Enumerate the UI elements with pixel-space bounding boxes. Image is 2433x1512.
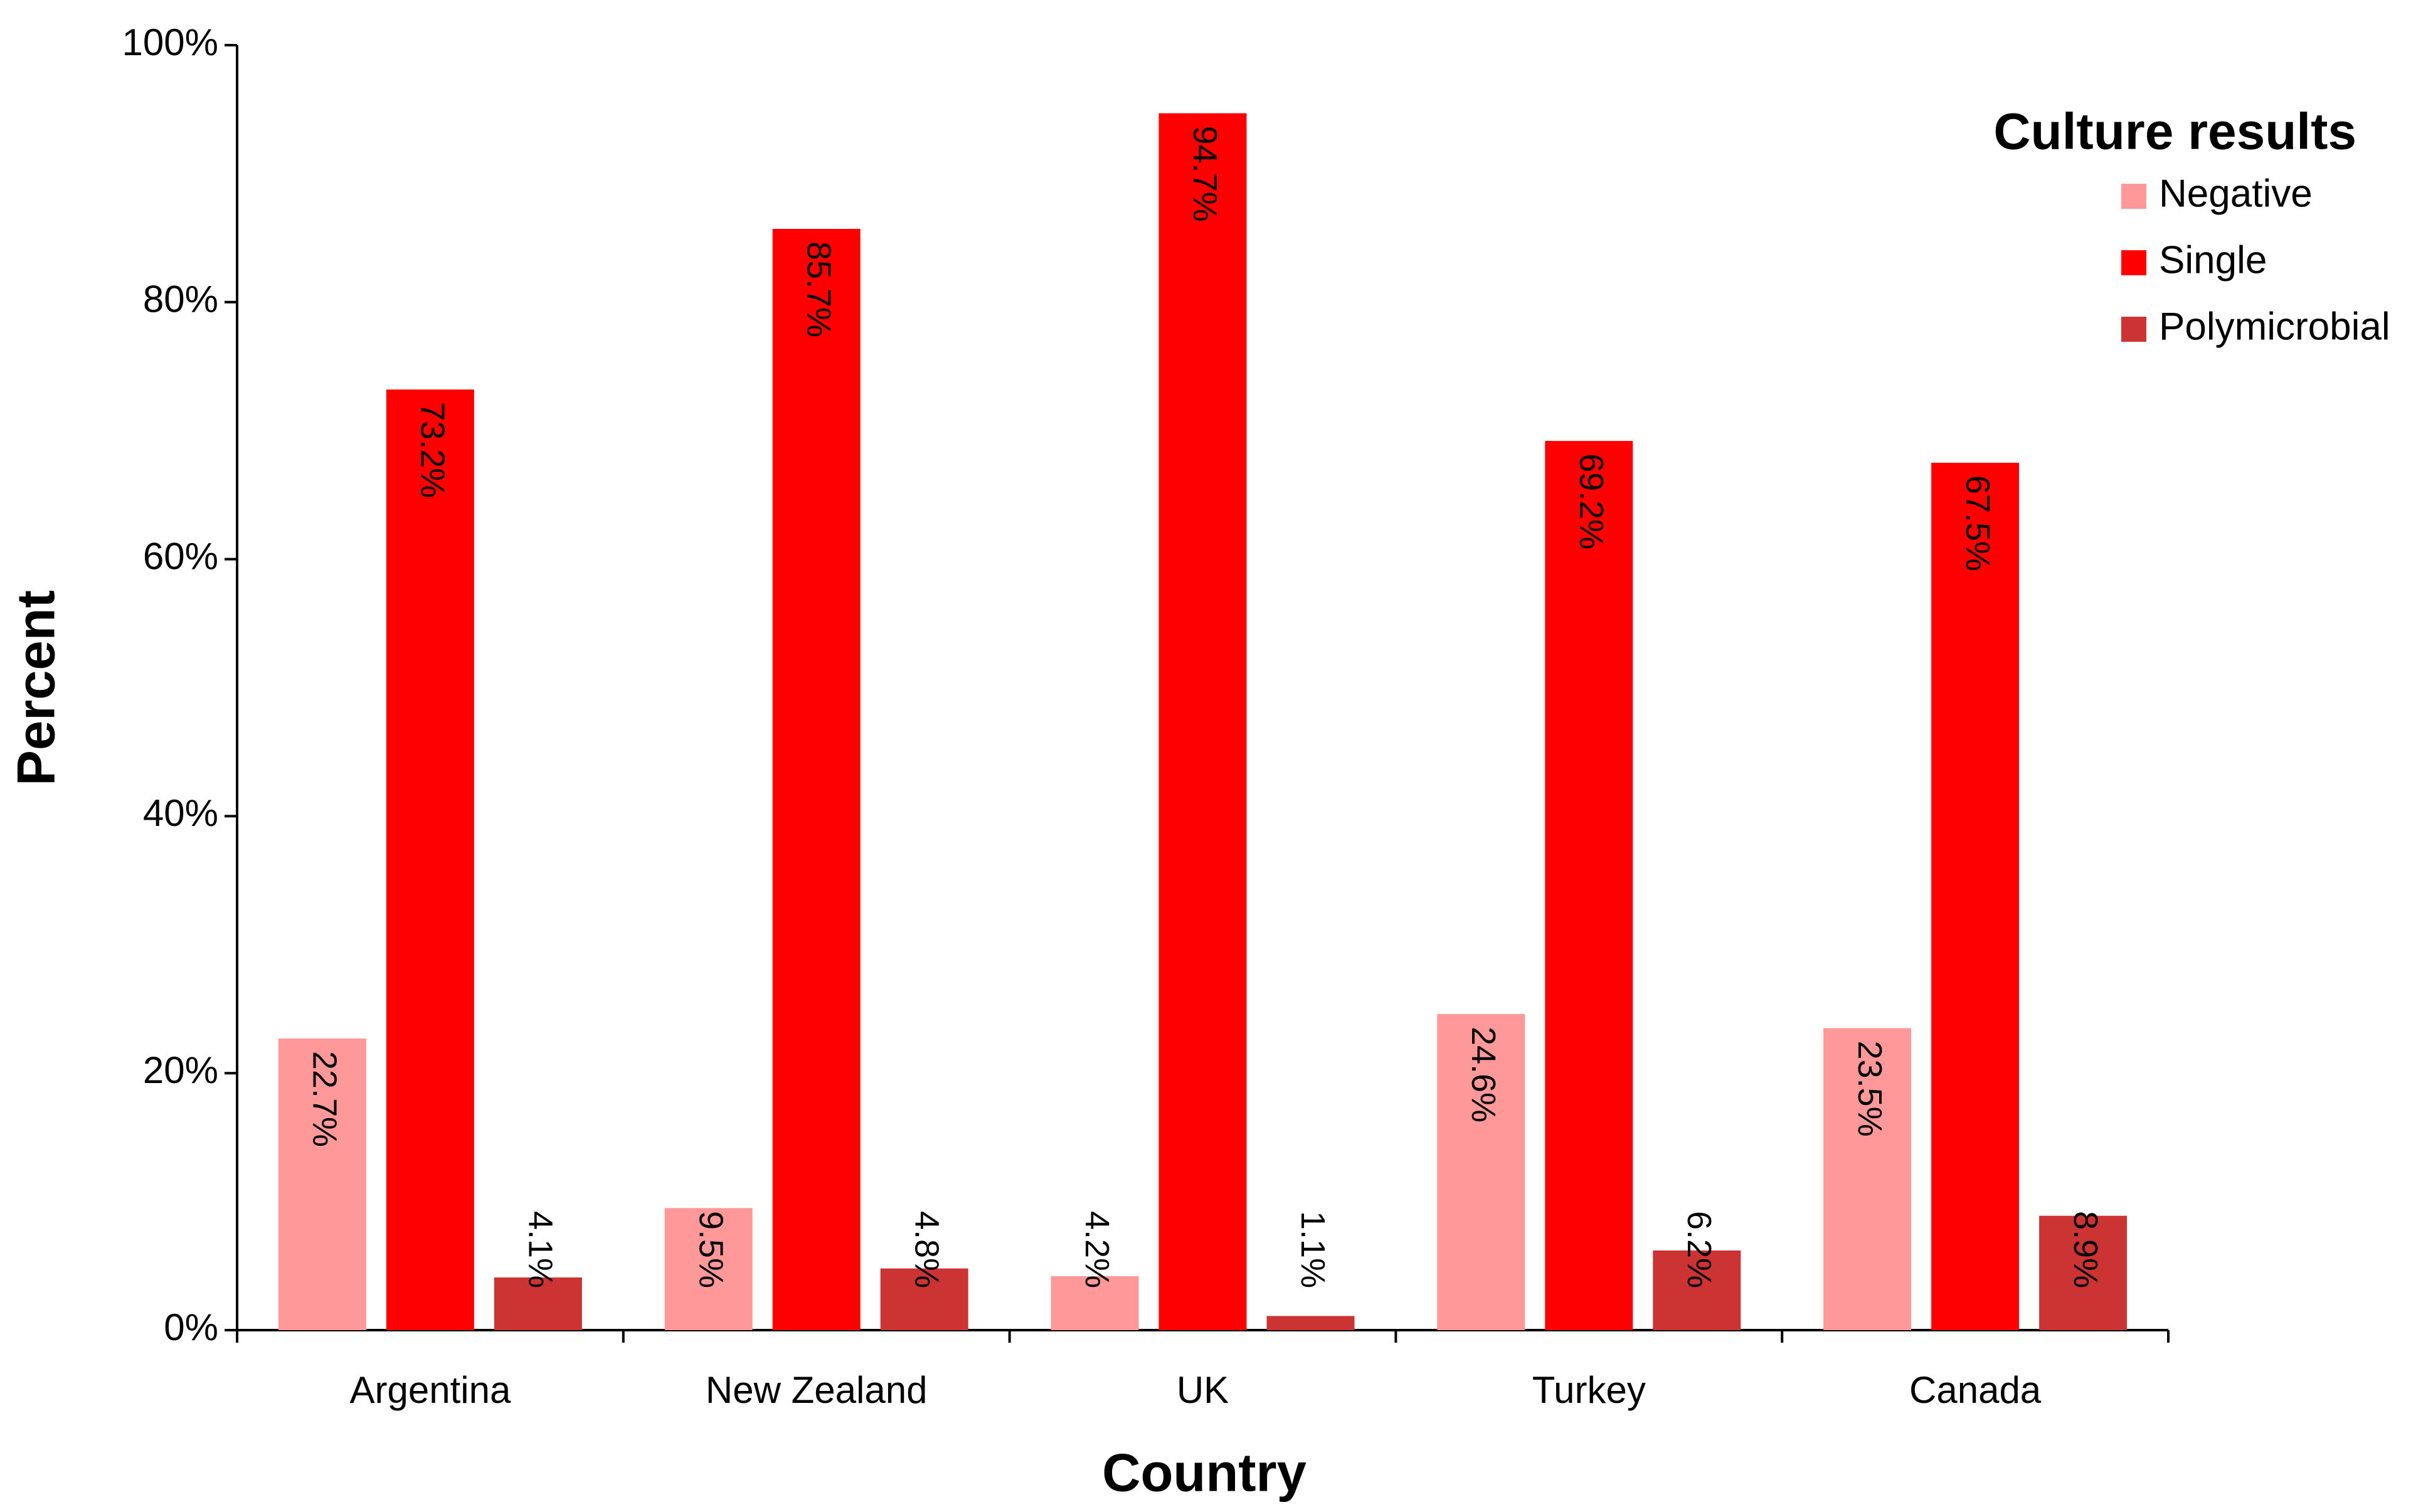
x-axis-title: Country — [1102, 1443, 1307, 1503]
bar — [494, 1277, 582, 1330]
x-tick-label: Argentina — [349, 1369, 511, 1411]
value-label: 6.2% — [1680, 1211, 1718, 1288]
legend-text: Polymicrobial — [2159, 305, 2390, 348]
bar — [1158, 113, 1247, 1330]
bar — [1545, 441, 1633, 1330]
x-tick-label: Turkey — [1532, 1369, 1646, 1411]
value-label: 4.2% — [1078, 1211, 1116, 1288]
bar — [1653, 1250, 1741, 1330]
bar — [1931, 462, 2020, 1330]
bar — [1051, 1276, 1139, 1330]
bar — [1823, 1028, 1912, 1330]
value-label: 67.5% — [1959, 475, 1996, 571]
x-tick-label: Canada — [1909, 1369, 2042, 1411]
bar — [278, 1038, 366, 1330]
bar — [2039, 1215, 2128, 1330]
x-tick-label: New Zealand — [706, 1369, 928, 1411]
value-label: 22.7% — [306, 1051, 344, 1147]
bar — [1266, 1316, 1355, 1330]
bar — [880, 1268, 968, 1330]
value-label: 85.7% — [800, 241, 837, 337]
y-tick-label: 80% — [143, 278, 218, 320]
value-label: 24.6% — [1465, 1027, 1502, 1123]
legend-swatch — [2121, 250, 2146, 275]
y-tick-label: 100% — [122, 21, 218, 63]
y-tick-label: 0% — [164, 1306, 218, 1348]
value-label: 69.2% — [1572, 453, 1610, 549]
bar — [1437, 1013, 1525, 1330]
legend-swatch — [2121, 184, 2146, 209]
value-label: 23.5% — [1851, 1040, 1889, 1136]
value-label: 73.2% — [414, 402, 452, 498]
y-tick-label: 20% — [143, 1049, 218, 1091]
x-tick-label: UK — [1177, 1369, 1229, 1411]
y-tick-label: 60% — [143, 535, 218, 577]
legend-text: Single — [2159, 238, 2267, 282]
legend-title: Culture results — [1993, 103, 2356, 161]
value-label: 4.8% — [908, 1211, 945, 1288]
y-axis-title: Percent — [6, 590, 66, 786]
legend-text: Negative — [2159, 172, 2313, 215]
y-tick-label: 40% — [143, 792, 218, 834]
value-label: 8.9% — [2067, 1211, 2104, 1288]
value-label: 9.5% — [692, 1211, 729, 1288]
legend-swatch — [2121, 317, 2146, 342]
value-label: 4.1% — [522, 1211, 559, 1288]
bar — [664, 1208, 753, 1330]
value-label: 94.7% — [1186, 126, 1224, 222]
bar — [386, 389, 474, 1330]
value-label: 1.1% — [1294, 1211, 1332, 1288]
bar — [772, 229, 861, 1331]
